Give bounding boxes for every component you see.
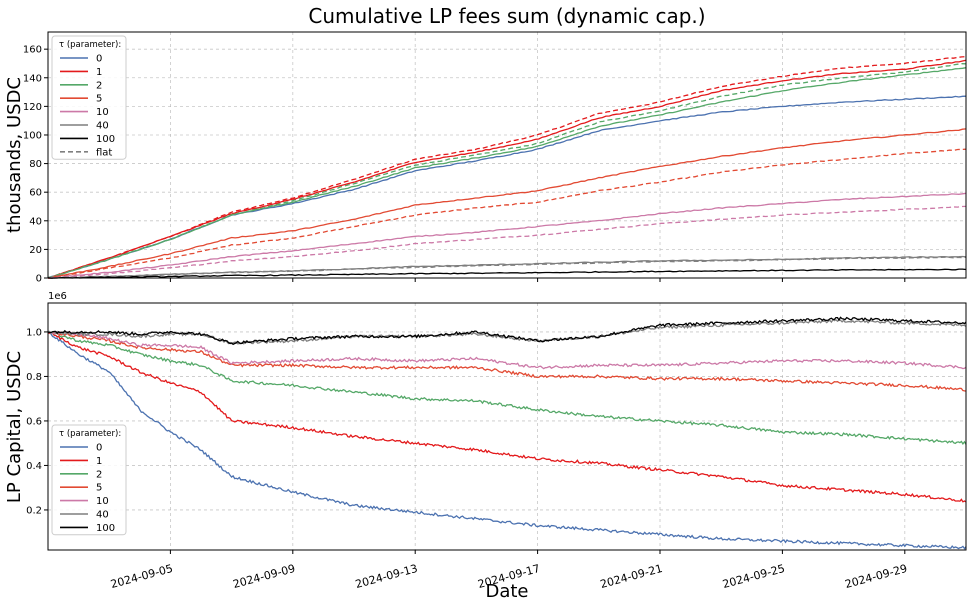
legend-label-10: 10 xyxy=(96,107,109,118)
y-tick-label: 20 xyxy=(29,245,42,256)
fees-flat-line-40 xyxy=(48,256,967,279)
x-tick-label: 2024-09-25 xyxy=(721,562,786,591)
legend-box xyxy=(51,35,127,160)
y-tick-label: 0.8 xyxy=(26,372,42,383)
capital-series-group xyxy=(47,316,967,550)
legend-label-2: 2 xyxy=(96,469,102,480)
fees-line-tau-10 xyxy=(47,192,967,279)
capital-grid xyxy=(48,303,966,550)
y-tick-label: 80 xyxy=(29,159,42,170)
chart-title: Cumulative LP fees sum (dynamic cap.) xyxy=(308,4,705,28)
y-tick-label: 40 xyxy=(29,216,42,227)
y-tick-label: 0.4 xyxy=(26,461,42,472)
fees-series-group xyxy=(47,55,967,279)
capital-line-tau-1 xyxy=(47,331,967,503)
fees-flat-line-1 xyxy=(47,55,967,279)
capital-line-tau-2 xyxy=(47,330,967,446)
fees-line-tau-100 xyxy=(47,268,967,279)
legend-label-0: 0 xyxy=(96,443,102,454)
legend-label-0: 0 xyxy=(96,54,102,65)
capital-legend: τ (parameter): 0 1 2 5 10 40 100 xyxy=(51,424,127,536)
legend-label-1: 1 xyxy=(96,67,102,78)
fees-line-tau-1 xyxy=(47,59,967,279)
fees-plot-frame xyxy=(47,31,967,279)
fees-legend: τ (parameter): 0 1 2 5 10 40 100 flat xyxy=(51,35,127,160)
y-tick-label: 160 xyxy=(23,45,42,56)
x-tick-label: 2024-09-21 xyxy=(599,562,664,591)
legend-label-40: 40 xyxy=(96,121,109,132)
fees-flat-line-5 xyxy=(47,148,967,279)
x-tick-label: 2024-09-09 xyxy=(232,562,297,591)
fees-line-tau-2 xyxy=(47,67,967,279)
legend-label-100: 100 xyxy=(96,523,115,534)
capital-line-tau-5 xyxy=(47,331,967,392)
y-tick-label: 0.6 xyxy=(26,416,42,427)
legend-box xyxy=(51,424,127,536)
y-tick-label: 0.2 xyxy=(26,505,42,516)
capital-y-ticks: 0.2 0.4 0.6 0.8 1.0 xyxy=(26,327,48,516)
x-tick-label: 2024-09-13 xyxy=(354,562,419,591)
x-tick-label: 2024-09-29 xyxy=(844,562,909,591)
y-tick-label: 60 xyxy=(29,188,42,199)
y-tick-label: 1.0 xyxy=(26,327,42,338)
capital-line-tau-0 xyxy=(47,331,967,550)
fees-line-tau-5 xyxy=(47,128,967,279)
x-tick-label: 2024-09-05 xyxy=(109,562,174,591)
legend-title: τ (parameter): xyxy=(59,429,121,439)
capital-line-tau-10 xyxy=(47,330,967,370)
legend-label-10: 10 xyxy=(96,496,109,507)
fees-y-ticks: 0 20 40 60 80 100 120 140 160 xyxy=(23,45,48,285)
fees-y-axis-label: thousands, USDC xyxy=(4,77,25,233)
legend-label-flat: flat xyxy=(96,147,112,158)
y-tick-label: 140 xyxy=(23,73,42,84)
x-axis-label: Date xyxy=(485,581,528,602)
fees-flat-line-2 xyxy=(47,63,967,279)
y-tick-label: 0 xyxy=(36,274,42,285)
fees-line-tau-40 xyxy=(47,255,967,279)
legend-label-5: 5 xyxy=(96,94,102,105)
capital-plot-frame xyxy=(47,302,967,551)
legend-label-1: 1 xyxy=(96,456,102,467)
legend-title: τ (parameter): xyxy=(59,40,121,50)
y-tick-label: 100 xyxy=(23,130,42,141)
fees-grid xyxy=(48,32,966,279)
x-ticks: 2024-09-05 2024-09-09 2024-09-13 2024-09-17… xyxy=(109,278,909,591)
legend-label-100: 100 xyxy=(96,134,115,145)
fees-flat-line-10 xyxy=(47,205,967,279)
legend-label-2: 2 xyxy=(96,80,102,91)
capital-y-axis-label: LP Capital, USDC xyxy=(4,351,25,503)
legend-label-40: 40 xyxy=(96,510,109,521)
capital-offset-text: 1e6 xyxy=(48,291,67,302)
capital-panel: 0.2 0.4 0.6 0.8 1.0 1e6 LP Capital, USDC τ (… xyxy=(4,291,967,551)
capital-line-tau-100 xyxy=(47,316,967,346)
legend-label-5: 5 xyxy=(96,483,102,494)
y-tick-label: 120 xyxy=(23,102,42,113)
